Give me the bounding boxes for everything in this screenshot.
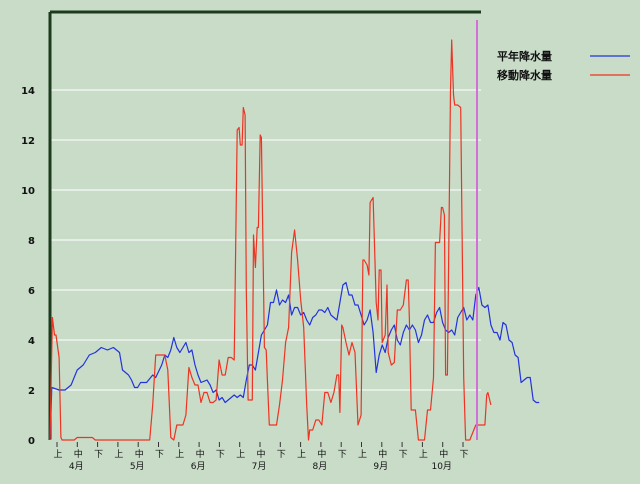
x-period-label: 下 [94, 450, 103, 460]
x-period-label: 上 [53, 449, 62, 460]
y-tick-label: 4 [28, 336, 35, 347]
x-period-label: 上 [236, 449, 245, 460]
x-month-label: 10月 [431, 461, 451, 472]
x-period-label: 上 [175, 449, 184, 460]
x-period-label: 下 [155, 450, 164, 460]
x-month-label: 5月 [130, 461, 145, 472]
y-tick-label: 8 [28, 236, 35, 247]
x-period-label: 中 [378, 448, 387, 460]
x-period-label: 上 [114, 449, 123, 460]
x-period-label: 下 [338, 450, 347, 460]
series-line-2 [49, 39, 492, 441]
x-period-label: 下 [277, 450, 286, 460]
legend-label: 移動降水量 [497, 68, 552, 82]
y-tick-label: 6 [28, 286, 35, 297]
x-month-label: 8月 [313, 461, 328, 472]
x-period-label: 中 [196, 448, 205, 460]
x-period-label: 上 [419, 449, 428, 460]
x-period-label: 上 [297, 449, 306, 460]
legend-label: 平年降水量 [497, 49, 552, 63]
x-month-label: 4月 [69, 461, 84, 472]
x-period-label: 中 [439, 448, 448, 460]
x-month-label: 6月 [191, 461, 206, 472]
y-tick-label: 10 [21, 186, 35, 197]
x-month-label: 7月 [252, 461, 267, 472]
x-month-label: 9月 [373, 461, 388, 472]
x-period-label: 下 [459, 450, 468, 460]
x-period-label: 中 [317, 448, 326, 460]
y-tick-label: 14 [21, 86, 35, 97]
x-period-label: 中 [256, 448, 265, 460]
x-period-label: 下 [216, 450, 225, 460]
x-period-label: 上 [358, 449, 367, 460]
x-period-label: 中 [74, 448, 83, 460]
series-line-1 [49, 281, 540, 441]
y-tick-label: 0 [28, 436, 35, 447]
x-period-label: 中 [135, 448, 144, 460]
y-tick-label: 12 [21, 136, 35, 147]
x-period-label: 下 [399, 450, 408, 460]
y-tick-label: 2 [28, 386, 35, 397]
